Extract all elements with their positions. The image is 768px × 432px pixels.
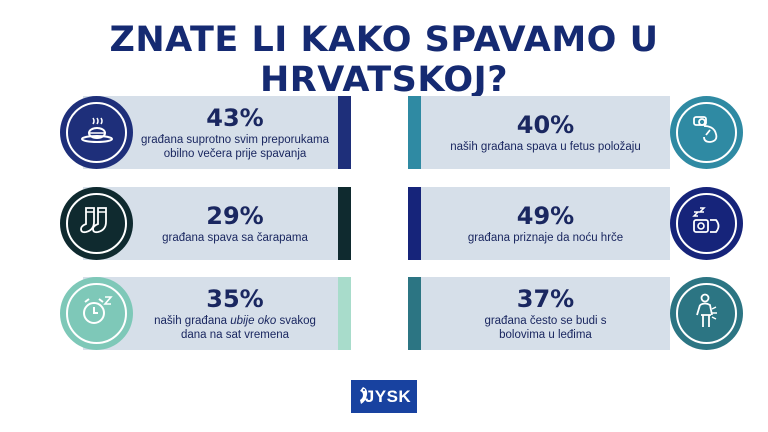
icon-circle <box>60 277 133 350</box>
stat-percent: 49% <box>516 201 575 230</box>
stat-accent-bar <box>408 96 421 169</box>
stat-accent-bar <box>338 96 351 169</box>
stat-band <box>408 187 670 260</box>
stat-desc: građana često se budi s bolovima u leđim… <box>484 314 607 341</box>
stat-accent-bar <box>408 187 421 260</box>
socks-icon <box>79 205 114 242</box>
stat-percent: 37% <box>516 284 575 313</box>
icon-circle <box>670 277 743 350</box>
stat-card-back-pain: 37% građana često se budi s bolovima u l… <box>408 277 743 350</box>
icon-circle <box>670 96 743 169</box>
stat-desc: građana priznaje da noću hrče <box>467 231 624 244</box>
icon-circle <box>60 96 133 169</box>
stat-desc: građana spava sa čarapama <box>162 231 308 244</box>
stat-card-socks: 29% građana spava sa čarapama <box>60 187 351 260</box>
stat-card-dinner: 43% građana suprotno svim preporukama ob… <box>60 96 351 169</box>
stat-accent-bar <box>408 277 421 350</box>
brand-name: JYSK <box>364 386 412 406</box>
stat-percent: 40% <box>516 110 575 139</box>
icon-circle <box>60 187 133 260</box>
alarm-clock-icon <box>79 294 115 333</box>
stat-desc: građana suprotno svim preporukama obilno… <box>141 133 329 160</box>
stat-desc: naših građana spava u fetus položaju <box>450 140 641 153</box>
stat-card-snoring: 49% građana priznaje da noću hrče <box>408 187 743 260</box>
icon-circle <box>670 187 743 260</box>
stat-percent: 43% <box>206 103 264 132</box>
page-title: ZNATE LI KAKO SPAVAMO U HRVATSKOJ? <box>109 20 659 100</box>
stat-percent: 35% <box>206 284 264 313</box>
stat-band <box>408 96 670 169</box>
fetal-sleep-icon <box>690 113 724 152</box>
stat-accent-bar <box>338 277 351 350</box>
stat-band <box>408 277 670 350</box>
bird-logo-icon <box>360 387 368 404</box>
snoring-icon <box>690 206 724 241</box>
stat-desc: naših građana ubije oko svakog dana na s… <box>154 314 316 341</box>
brand-logo: JYSK <box>351 380 417 413</box>
stat-percent: 29% <box>206 201 264 230</box>
back-pain-icon <box>692 293 722 334</box>
dinner-plate-icon <box>79 115 115 150</box>
stat-card-alarm: 35% naših građana ubije oko svakog dana … <box>60 277 351 350</box>
stat-card-fetal: 40% naših građana spava u fetus položaju <box>408 96 743 169</box>
stat-accent-bar <box>338 187 351 260</box>
